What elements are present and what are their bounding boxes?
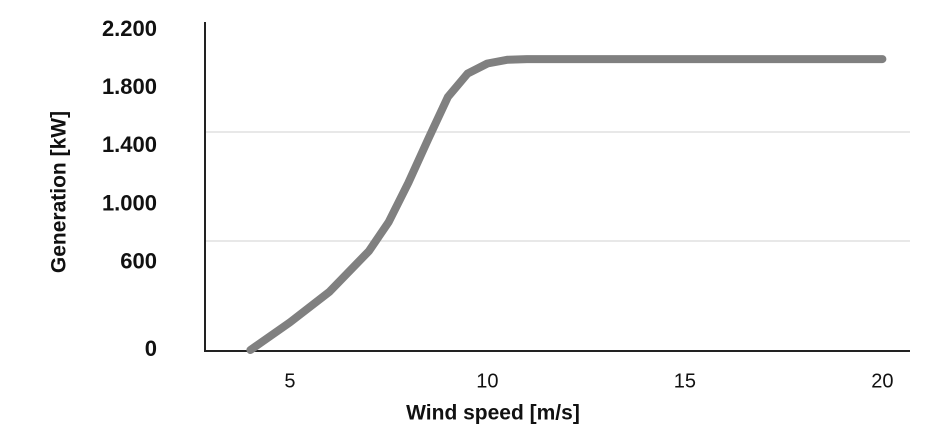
x-tick-label: 15 (674, 370, 696, 392)
x-axis-label: Wind speed [m/s] (406, 402, 580, 425)
y-axis-label: Generation [kW] (48, 111, 71, 273)
y-tick-label: 1.800 (102, 74, 157, 99)
y-tick-label: 600 (120, 249, 157, 274)
y-tick-label: 2.200 (102, 16, 157, 41)
x-tick-label: 10 (476, 370, 498, 392)
x-tick-label: 20 (871, 370, 893, 392)
series-line (246, 55, 887, 354)
y-tick-label: 1.000 (102, 190, 157, 215)
y-tick-label: 1.400 (102, 132, 157, 157)
x-tick-label: 5 (284, 370, 295, 392)
y-tick-label: 0 (145, 336, 157, 361)
